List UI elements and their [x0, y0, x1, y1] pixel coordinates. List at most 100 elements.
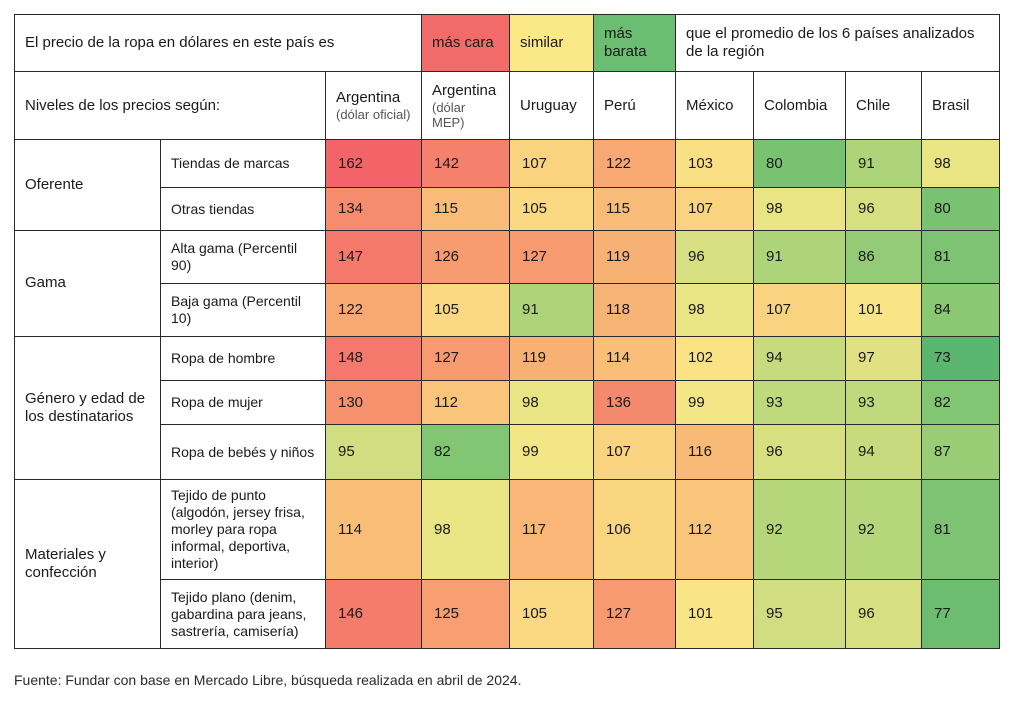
column-header: Chile	[845, 70, 922, 141]
row-label: Ropa de mujer	[160, 379, 326, 426]
value-cell: 105	[421, 282, 510, 337]
column-header: Perú	[593, 70, 676, 141]
row-label: Baja gama (Percentil 10)	[160, 282, 326, 337]
value-cell: 96	[845, 579, 922, 649]
value-cell: 107	[593, 424, 676, 481]
value-cell: 114	[593, 335, 676, 382]
column-name: México	[686, 96, 734, 114]
table-row: Oferente Tiendas de marcas 162 142 107 122 103…	[14, 139, 1001, 232]
value-cell: 148	[325, 335, 422, 382]
value-cell: 94	[845, 424, 922, 481]
column-name: Brasil	[932, 96, 970, 114]
value-cell: 80	[753, 139, 846, 188]
column-header-row: Niveles de los precios según: Argentina (d…	[14, 70, 1001, 141]
value-cell: 125	[421, 579, 510, 649]
value-cell: 107	[675, 186, 754, 232]
group-label: Oferente	[14, 139, 161, 232]
table-title: El precio de la ropa en dólares en este …	[14, 14, 422, 72]
value-cell: 102	[675, 335, 754, 382]
value-cell: 86	[845, 230, 922, 284]
value-cell: 93	[845, 379, 922, 426]
value-cell: 80	[920, 186, 1001, 232]
group-label: Género y edad de los destinatarios	[14, 335, 161, 481]
value-cell: 93	[753, 379, 846, 426]
table-row: Género y edad de los destinatarios Ropa d…	[14, 335, 1001, 481]
value-cell: 84	[920, 282, 1001, 337]
legend-item: más barata	[593, 14, 676, 72]
table-row: Ropa de mujer 130 112 98 136 99 93 93 82	[15, 379, 1001, 426]
value-cell: 127	[421, 335, 510, 382]
column-note: (dólar oficial)	[336, 107, 411, 122]
value-cell: 122	[325, 282, 422, 337]
column-header: Argentina (dólar MEP)	[421, 70, 510, 141]
value-cell: 97	[845, 335, 922, 382]
value-cell: 96	[845, 186, 922, 232]
column-name: Argentina	[432, 81, 497, 99]
column-name: Colombia	[764, 96, 828, 114]
value-cell: 101	[675, 579, 754, 649]
value-cell: 103	[675, 139, 754, 188]
value-cell: 126	[421, 230, 510, 284]
table-row: Tejido plano (denim, gabardina para jean…	[15, 579, 1001, 649]
value-cell: 92	[753, 479, 846, 581]
value-cell: 73	[920, 335, 1001, 382]
value-cell: 118	[593, 282, 676, 337]
table-row: Materiales y confección Tejido de punto (…	[14, 479, 1001, 649]
value-cell: 127	[593, 579, 676, 649]
row-label: Ropa de bebés y niños	[160, 424, 326, 481]
column-header: Argentina (dólar oficial)	[325, 70, 422, 141]
value-cell: 130	[325, 379, 422, 426]
value-cell: 92	[845, 479, 922, 581]
value-cell: 115	[593, 186, 676, 232]
table-row: Baja gama (Percentil 10) 122 105 91 118 98 107…	[15, 282, 1001, 337]
row-label: Alta gama (Percentil 90)	[160, 230, 326, 284]
legend-item: más cara	[421, 14, 510, 72]
value-cell: 105	[509, 186, 594, 232]
value-cell: 119	[509, 335, 594, 382]
value-cell: 94	[753, 335, 846, 382]
value-cell: 162	[325, 139, 422, 188]
table-row: Otras tiendas 134 115 105 115 107 98 96 80	[15, 186, 1001, 232]
value-cell: 82	[920, 379, 1001, 426]
value-cell: 81	[920, 479, 1001, 581]
row-label: Tejido plano (denim, gabardina para jean…	[160, 579, 326, 649]
value-cell: 134	[325, 186, 422, 232]
legend-item: similar	[509, 14, 594, 72]
value-cell: 99	[509, 424, 594, 481]
value-cell: 107	[753, 282, 846, 337]
row-label: Tejido de punto (algodón, jersey frisa, …	[160, 479, 326, 581]
column-header: México	[675, 70, 754, 141]
value-cell: 98	[920, 139, 1001, 188]
value-cell: 107	[509, 139, 594, 188]
value-cell: 106	[593, 479, 676, 581]
value-cell: 87	[920, 424, 1001, 481]
column-name: Perú	[604, 96, 636, 114]
value-cell: 98	[675, 282, 754, 337]
value-cell: 98	[421, 479, 510, 581]
legend-row: El precio de la ropa en dólares en este …	[14, 14, 1001, 72]
table-row: Gama Alta gama (Percentil 90) 147 126 127 119…	[14, 230, 1001, 337]
value-cell: 98	[509, 379, 594, 426]
value-cell: 77	[920, 579, 1001, 649]
column-header: Uruguay	[509, 70, 594, 141]
value-cell: 116	[675, 424, 754, 481]
value-cell: 114	[325, 479, 422, 581]
legend-note: que el promedio de los 6 países analizad…	[674, 14, 1001, 72]
row-label: Otras tiendas	[160, 186, 326, 232]
value-cell: 112	[675, 479, 754, 581]
value-cell: 96	[753, 424, 846, 481]
value-cell: 146	[325, 579, 422, 649]
value-cell: 112	[421, 379, 510, 426]
value-cell: 105	[509, 579, 594, 649]
table-row: Ropa de bebés y niños 95 82 99 107 116 96 94 87	[15, 424, 1001, 481]
source-note: Fuente: Fundar con base en Mercado Libre…	[14, 672, 522, 688]
column-name: Chile	[856, 96, 891, 114]
column-note: (dólar MEP)	[432, 99, 466, 130]
value-cell: 142	[421, 139, 510, 188]
value-cell: 91	[509, 282, 594, 337]
value-cell: 91	[753, 230, 846, 284]
value-cell: 91	[845, 139, 922, 188]
value-cell: 117	[509, 479, 594, 581]
value-cell: 136	[593, 379, 676, 426]
column-header: Colombia	[753, 70, 846, 141]
